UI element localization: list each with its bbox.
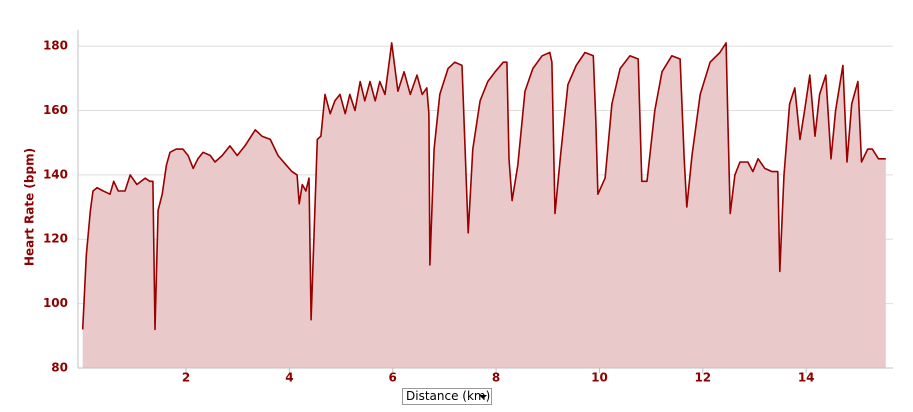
x-axis-selector[interactable]: Distance (km) [402, 388, 492, 405]
y-axis-label: Heart Rate (bpm) [23, 148, 37, 266]
y-tick-label: 140 [43, 167, 68, 181]
y-tick-label: 160 [43, 103, 68, 117]
y-tick-label: 180 [43, 39, 68, 53]
x-tick-label: 12 [694, 371, 711, 385]
x-tick-label: 14 [798, 371, 815, 385]
y-tick-label: 100 [43, 296, 68, 310]
chart: Heart Rate (bpm) 80 100 120 140 160 180 2 4 6 8 10… [23, 30, 893, 385]
line [81, 42, 886, 331]
dropdown-arrow [479, 395, 487, 399]
x-axis-label: Distance (km) [406, 389, 491, 403]
x-tick-label: 2 [182, 371, 190, 385]
y-tick-label: 80 [51, 361, 68, 375]
y-tick-label: 120 [43, 232, 68, 246]
x-tick-label: 10 [591, 371, 608, 385]
x-tick-label: 6 [389, 371, 397, 385]
x-tick-label: 8 [492, 371, 500, 385]
area-fill [82, 42, 886, 369]
x-tick-label: 4 [285, 371, 293, 385]
